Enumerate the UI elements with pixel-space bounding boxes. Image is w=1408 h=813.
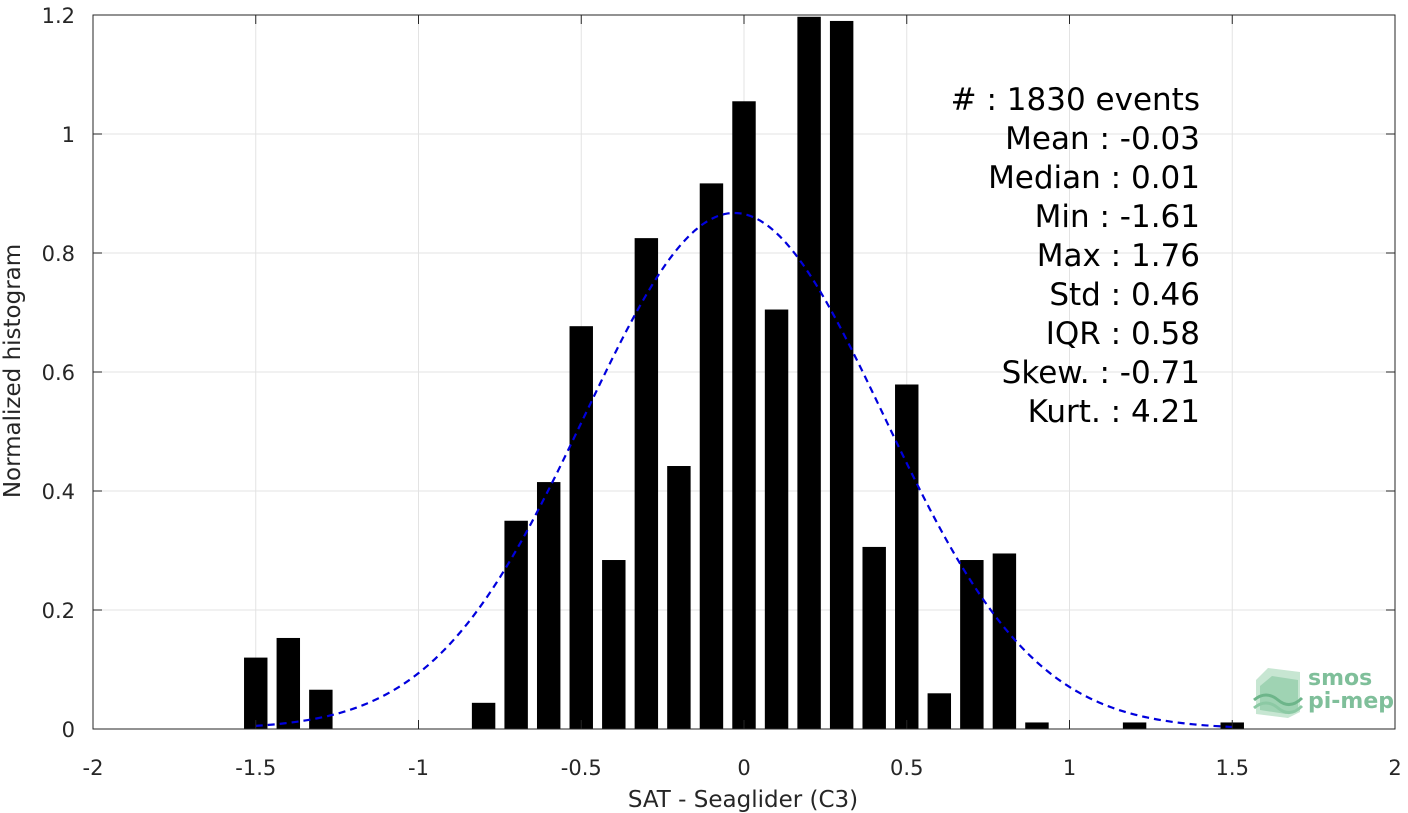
y-tick-label: 0.8 xyxy=(42,242,75,266)
stat-line: Min : -1.61 xyxy=(1035,199,1200,235)
histogram-bar xyxy=(927,693,952,729)
histogram-bar xyxy=(992,553,1017,729)
stat-line: Max : 1.76 xyxy=(1037,238,1200,274)
y-tick-label: 1 xyxy=(62,123,75,147)
x-tick-label: -0.5 xyxy=(561,756,602,780)
axis-ticks xyxy=(92,14,1396,730)
histogram-bar xyxy=(569,326,593,729)
histogram-bar xyxy=(960,560,984,729)
logo-line1: smos xyxy=(1308,666,1372,691)
histogram-bar xyxy=(602,560,626,729)
histogram-bar xyxy=(244,657,268,729)
logo-line2: pi-mep xyxy=(1308,689,1394,714)
normal-fit-curve xyxy=(255,211,1233,729)
histogram-bar xyxy=(797,16,821,730)
y-axis-label: Normalized histogram xyxy=(0,244,26,498)
stat-line: IQR : 0.58 xyxy=(1046,316,1200,352)
histogram-bar xyxy=(1122,722,1147,729)
histogram-bars xyxy=(244,16,1244,730)
stat-line: Mean : -0.03 xyxy=(1005,121,1200,157)
histogram-bar xyxy=(732,101,756,729)
y-tick-label: 0 xyxy=(62,718,75,742)
x-tick-label: -1.5 xyxy=(235,756,276,780)
stat-line: Median : 0.01 xyxy=(988,160,1200,196)
stat-line: # : 1830 events xyxy=(951,82,1200,118)
histogram-bar xyxy=(471,702,496,729)
x-tick-label: 0 xyxy=(737,756,750,780)
histogram-bar xyxy=(1025,722,1049,729)
x-tick-label: -2 xyxy=(83,756,104,780)
logo-wave-icon xyxy=(1253,668,1304,718)
x-axis-label: SAT - Seaglider (C3) xyxy=(628,787,858,813)
smos-pi-mep-logo: smos pi-mep xyxy=(1253,666,1394,718)
y-tick-label: 1.2 xyxy=(42,4,75,28)
x-tick-labels: -2 -1.5 -1 -0.5 0 0.5 1 1.5 2 xyxy=(83,756,1402,780)
y-tick-label: 0.2 xyxy=(42,599,75,623)
histogram-bar xyxy=(895,384,919,729)
histogram-bar xyxy=(667,466,691,729)
histogram-bar xyxy=(276,637,301,729)
x-tick-label: -1 xyxy=(408,756,429,780)
y-tick-labels: 0 0.2 0.4 0.6 0.8 1 1.2 xyxy=(42,4,75,742)
stat-line: Std : 0.46 xyxy=(1049,277,1200,313)
x-tick-label: 0.5 xyxy=(890,756,923,780)
x-tick-label: 2 xyxy=(1388,756,1401,780)
x-tick-label: 1.5 xyxy=(1216,756,1249,780)
histogram-bar xyxy=(309,689,333,729)
stat-line: Kurt. : 4.21 xyxy=(1028,394,1200,430)
histogram-bar xyxy=(862,546,886,729)
histogram-bar xyxy=(634,238,659,729)
histogram-bar xyxy=(764,309,789,729)
histogram-bar xyxy=(536,482,561,729)
y-tick-label: 0.6 xyxy=(42,361,75,385)
x-tick-label: 1 xyxy=(1063,756,1076,780)
y-tick-label: 0.4 xyxy=(42,480,75,504)
histogram-bar xyxy=(504,520,528,729)
histogram-bar xyxy=(829,20,854,729)
histogram-bar xyxy=(699,183,724,729)
stat-line: Skew. : -0.71 xyxy=(1002,355,1200,391)
